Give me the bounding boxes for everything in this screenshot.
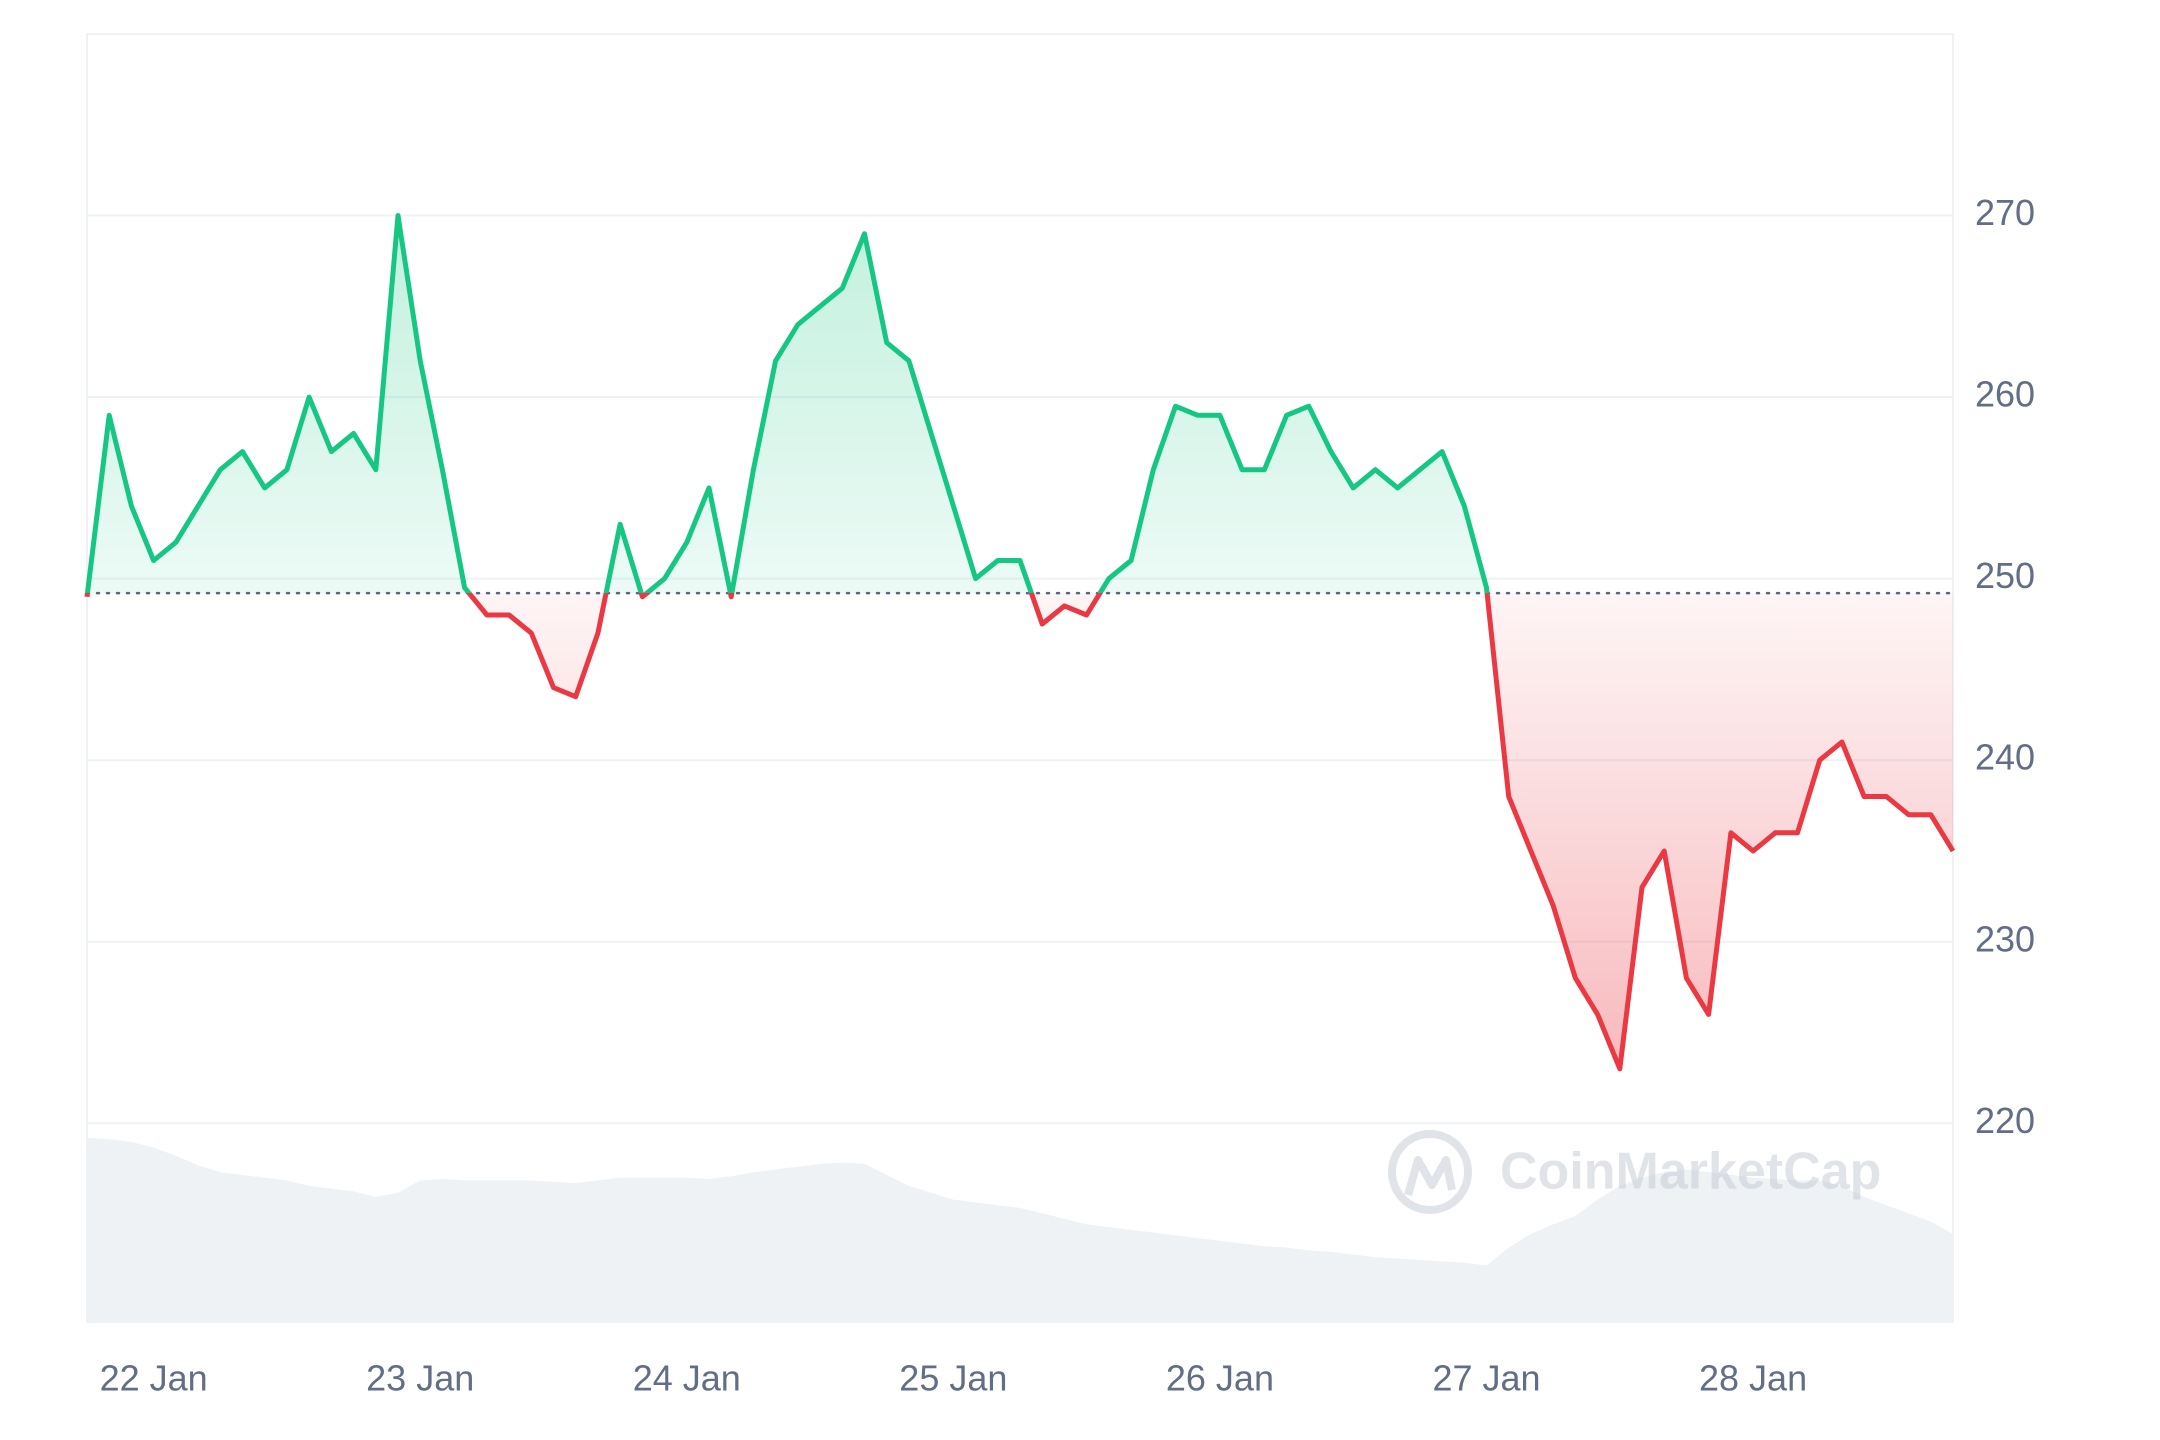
- watermark-logo: [1388, 1130, 1472, 1214]
- y-tick-label: 250: [1975, 555, 2035, 596]
- price-area: [87, 215, 1953, 1069]
- watermark-text: CoinMarketCap: [1500, 1143, 1881, 1201]
- x-tick-label: 22 Jan: [100, 1358, 208, 1399]
- x-tick-label: 25 Jan: [899, 1358, 1007, 1399]
- x-tick-label: 24 Jan: [633, 1358, 741, 1399]
- y-tick-label: 220: [1975, 1100, 2035, 1141]
- x-tick-label: 26 Jan: [1166, 1358, 1274, 1399]
- price-line: [84, 213, 1956, 1072]
- watermark: CoinMarketCap: [1388, 1130, 1881, 1214]
- x-tick-label: 28 Jan: [1699, 1358, 1807, 1399]
- y-tick-label: 230: [1975, 918, 2035, 959]
- x-tick-label: 23 Jan: [366, 1358, 474, 1399]
- watermark-logo-m: [1404, 1156, 1456, 1197]
- y-tick-label: 240: [1975, 737, 2035, 778]
- volume-area: [87, 1137, 1953, 1323]
- y-tick-label: 270: [1975, 192, 2035, 233]
- y-tick-label: 260: [1975, 374, 2035, 415]
- x-tick-label: 27 Jan: [1432, 1358, 1540, 1399]
